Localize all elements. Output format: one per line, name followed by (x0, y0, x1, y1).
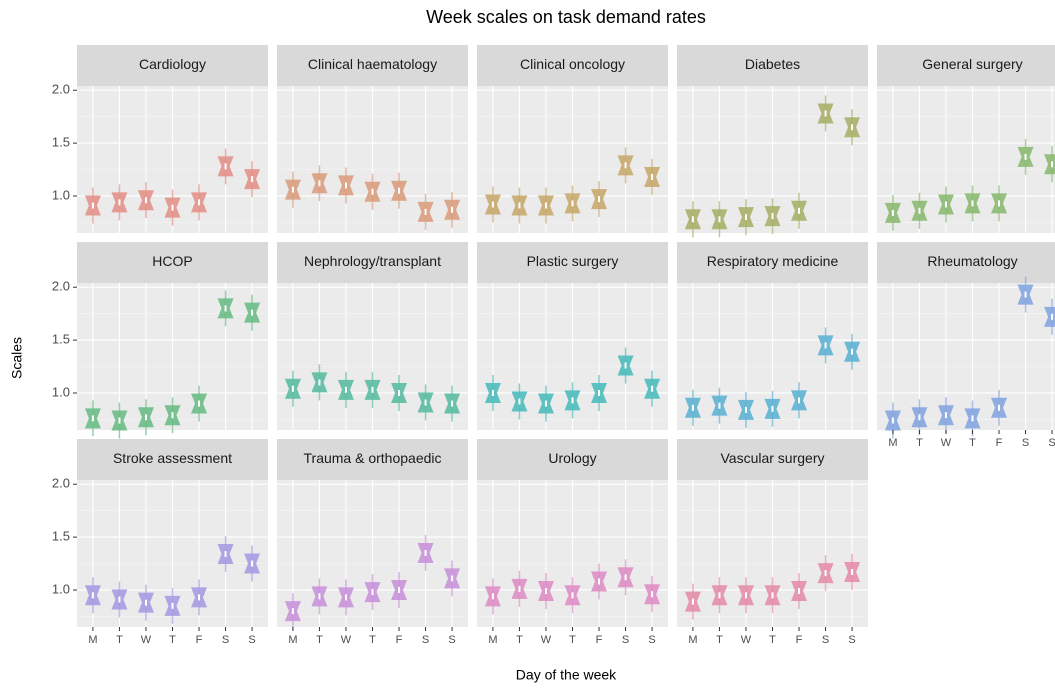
strip (677, 242, 868, 283)
x-tick-label: S (1022, 437, 1029, 449)
strip (477, 45, 668, 86)
x-axis-label: Day of the week (516, 667, 617, 683)
strip-label: Nephrology/transplant (304, 253, 441, 269)
strip-label: Cardiology (139, 56, 206, 72)
interval-box (1044, 306, 1055, 327)
x-tick-label: W (341, 634, 352, 646)
strip-label: Vascular surgery (720, 450, 824, 466)
y-axis-label: Scales (9, 337, 25, 379)
x-tick-label: T (916, 437, 923, 449)
x-tick-label: T (716, 634, 723, 646)
x-tick-label: W (941, 437, 952, 449)
x-tick-label: F (796, 634, 803, 646)
x-tick-label: S (222, 634, 229, 646)
x-tick-label: F (596, 634, 603, 646)
x-tick-label: T (569, 634, 576, 646)
x-tick-label: T (516, 634, 523, 646)
strip-label: Rheumatology (927, 253, 1017, 269)
x-tick-label: T (369, 634, 376, 646)
x-tick-label: T (969, 437, 976, 449)
strip-label: Respiratory medicine (707, 253, 839, 269)
strip (677, 45, 868, 86)
strip-label: General surgery (922, 56, 1022, 72)
strip-label: Clinical oncology (520, 56, 625, 72)
x-tick-label: F (396, 634, 403, 646)
y-tick-label: 2.0 (52, 279, 70, 294)
y-tick-label: 1.0 (52, 384, 70, 399)
x-tick-label: T (316, 634, 323, 646)
x-tick-label: W (541, 634, 552, 646)
strip-label: Stroke assessment (113, 450, 232, 466)
strip-label: Urology (548, 450, 596, 466)
strip-label: Plastic surgery (527, 253, 619, 269)
x-tick-label: S (448, 634, 455, 646)
strip (277, 45, 468, 86)
x-tick-label: S (622, 634, 629, 646)
strip (477, 242, 668, 283)
x-tick-label: T (169, 634, 176, 646)
x-tick-label: M (688, 634, 697, 646)
x-tick-label: F (196, 634, 203, 646)
strip (77, 45, 268, 86)
y-tick-label: 1.0 (52, 581, 70, 596)
strip-label: Trauma & orthopaedic (304, 450, 442, 466)
strip (677, 439, 868, 480)
strip (877, 45, 1055, 86)
x-tick-label: M (888, 437, 897, 449)
x-tick-label: S (422, 634, 429, 646)
x-tick-label: W (141, 634, 152, 646)
x-tick-label: T (116, 634, 123, 646)
interval-box (1044, 154, 1055, 175)
y-tick-label: 1.0 (52, 187, 70, 202)
y-tick-label: 2.0 (52, 476, 70, 491)
strip (477, 439, 668, 480)
x-tick-label: M (488, 634, 497, 646)
y-tick-label: 1.5 (52, 529, 70, 544)
strip (77, 439, 268, 480)
x-tick-label: S (1048, 437, 1055, 449)
y-tick-label: 1.5 (52, 135, 70, 150)
x-tick-label: S (648, 634, 655, 646)
x-tick-label: S (848, 634, 855, 646)
strip (877, 242, 1055, 283)
strip (277, 439, 468, 480)
x-tick-label: S (822, 634, 829, 646)
strip-label: HCOP (152, 253, 192, 269)
x-tick-label: M (288, 634, 297, 646)
x-tick-label: M (88, 634, 97, 646)
chart-title: Week scales on task demand rates (426, 7, 706, 27)
panel-background (877, 283, 1055, 430)
x-tick-label: T (769, 634, 776, 646)
strip-label: Clinical haematology (308, 56, 437, 72)
strip-label: Diabetes (745, 56, 800, 72)
strip (277, 242, 468, 283)
x-tick-label: W (741, 634, 752, 646)
x-tick-label: S (248, 634, 255, 646)
strip (77, 242, 268, 283)
y-tick-label: 2.0 (52, 82, 70, 97)
y-tick-label: 1.5 (52, 332, 70, 347)
x-tick-label: F (996, 437, 1003, 449)
